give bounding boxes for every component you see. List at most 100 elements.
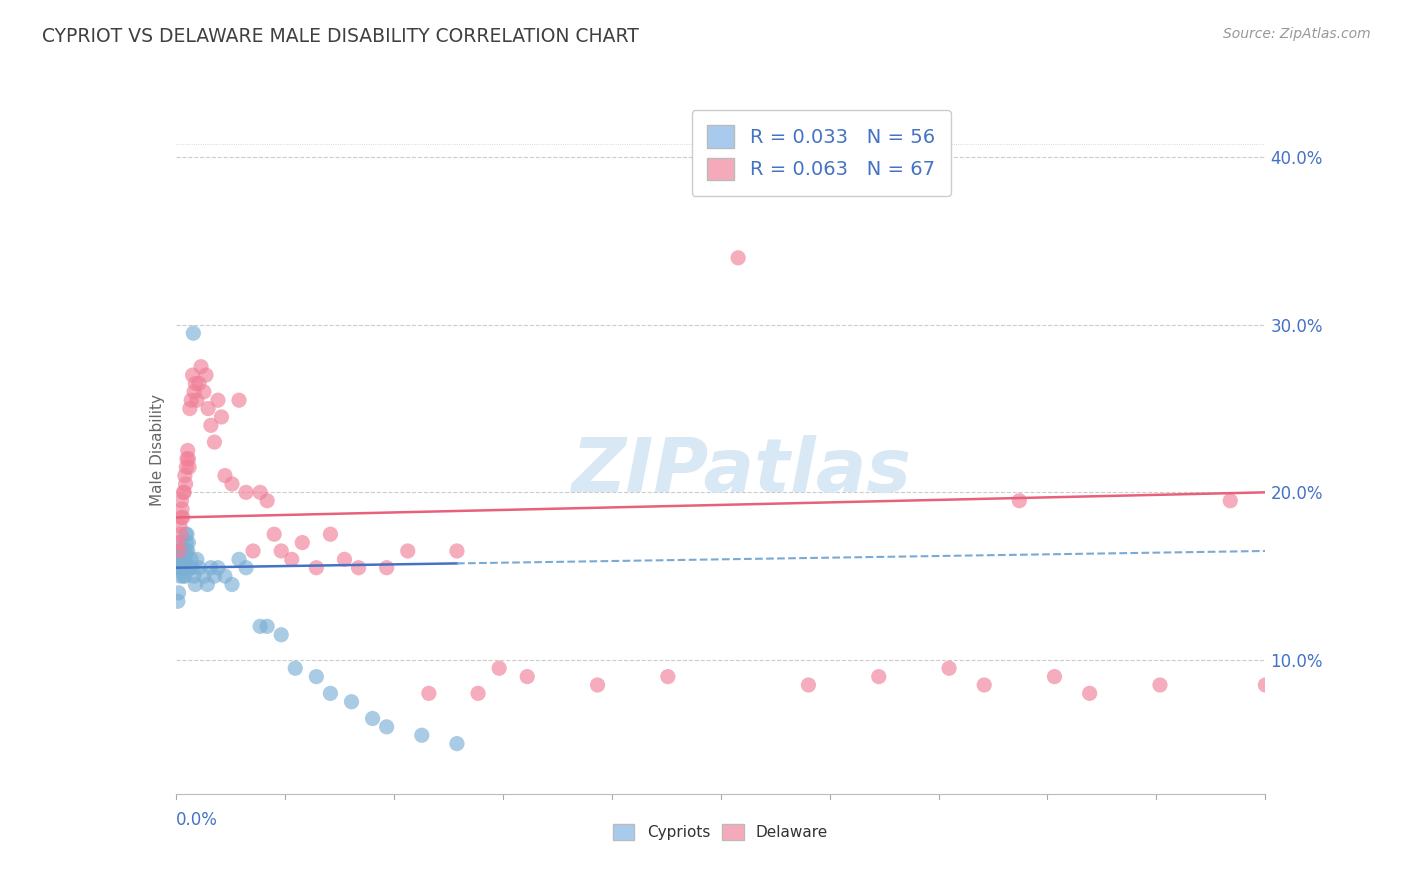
Point xyxy=(375,560,398,574)
Point xyxy=(221,477,243,491)
Point xyxy=(179,560,201,574)
Point xyxy=(249,619,271,633)
Point xyxy=(174,552,197,566)
Point xyxy=(170,544,193,558)
Text: Source: ZipAtlas.com: Source: ZipAtlas.com xyxy=(1223,27,1371,41)
Point xyxy=(333,552,356,566)
Point xyxy=(305,560,328,574)
Point xyxy=(657,670,679,684)
Point xyxy=(411,728,433,742)
Point xyxy=(166,594,188,608)
Point xyxy=(169,535,191,549)
Point xyxy=(319,527,342,541)
Point xyxy=(586,678,609,692)
Point xyxy=(207,393,229,408)
Point xyxy=(361,711,384,725)
Point xyxy=(183,569,205,583)
Point xyxy=(172,560,194,574)
Point xyxy=(184,376,207,391)
Point xyxy=(797,678,820,692)
Point xyxy=(396,544,419,558)
Point xyxy=(197,401,219,416)
Point xyxy=(174,460,197,475)
Legend: Cypriots, Delaware: Cypriots, Delaware xyxy=(606,817,835,848)
Point xyxy=(166,535,188,549)
Point xyxy=(169,544,191,558)
Point xyxy=(169,552,191,566)
Point xyxy=(190,359,212,374)
Point xyxy=(176,527,198,541)
Point xyxy=(174,569,197,583)
Point xyxy=(194,368,218,382)
Point xyxy=(174,527,197,541)
Point xyxy=(172,544,194,558)
Point xyxy=(973,678,995,692)
Point xyxy=(172,485,194,500)
Point xyxy=(188,560,211,574)
Point xyxy=(291,535,314,549)
Point xyxy=(214,468,236,483)
Point xyxy=(177,460,201,475)
Point xyxy=(1008,493,1031,508)
Point xyxy=(228,393,250,408)
Point xyxy=(172,560,194,574)
Point xyxy=(375,720,398,734)
Point xyxy=(319,686,342,700)
Point xyxy=(169,560,191,574)
Point xyxy=(270,544,292,558)
Point xyxy=(868,670,890,684)
Point xyxy=(200,418,222,433)
Point xyxy=(169,519,191,533)
Point xyxy=(172,510,194,524)
Point xyxy=(176,451,198,466)
Y-axis label: Male Disability: Male Disability xyxy=(149,394,165,507)
Point xyxy=(177,544,200,558)
Point xyxy=(446,544,468,558)
Point xyxy=(180,552,202,566)
Point xyxy=(347,560,370,574)
Point xyxy=(170,510,193,524)
Point xyxy=(174,544,197,558)
Point xyxy=(1078,686,1101,700)
Point xyxy=(418,686,440,700)
Point xyxy=(242,544,264,558)
Point xyxy=(467,686,489,700)
Point xyxy=(284,661,307,675)
Point xyxy=(188,376,211,391)
Point xyxy=(172,569,194,583)
Point xyxy=(193,384,215,399)
Point xyxy=(204,435,226,450)
Point xyxy=(177,451,200,466)
Point xyxy=(446,737,468,751)
Point xyxy=(177,535,200,549)
Point xyxy=(228,552,250,566)
Point xyxy=(180,393,202,408)
Point xyxy=(169,544,191,558)
Point xyxy=(184,577,207,591)
Point xyxy=(173,560,195,574)
Point xyxy=(1254,678,1277,692)
Point xyxy=(281,552,304,566)
Point xyxy=(263,527,285,541)
Point xyxy=(256,619,278,633)
Point xyxy=(177,443,200,458)
Point xyxy=(200,560,222,574)
Point xyxy=(170,560,193,574)
Point xyxy=(1043,670,1066,684)
Point xyxy=(193,569,215,583)
Point xyxy=(249,485,271,500)
Text: ZIPatlas: ZIPatlas xyxy=(572,434,912,508)
Point xyxy=(173,544,195,558)
Point xyxy=(174,468,197,483)
Point xyxy=(186,393,208,408)
Point xyxy=(938,661,960,675)
Point xyxy=(340,695,363,709)
Point xyxy=(169,569,191,583)
Point xyxy=(1149,678,1171,692)
Text: CYPRIOT VS DELAWARE MALE DISABILITY CORRELATION CHART: CYPRIOT VS DELAWARE MALE DISABILITY CORR… xyxy=(42,27,640,45)
Point xyxy=(169,552,191,566)
Point xyxy=(169,560,191,574)
Point xyxy=(172,552,194,566)
Point xyxy=(174,535,197,549)
Point xyxy=(179,401,201,416)
